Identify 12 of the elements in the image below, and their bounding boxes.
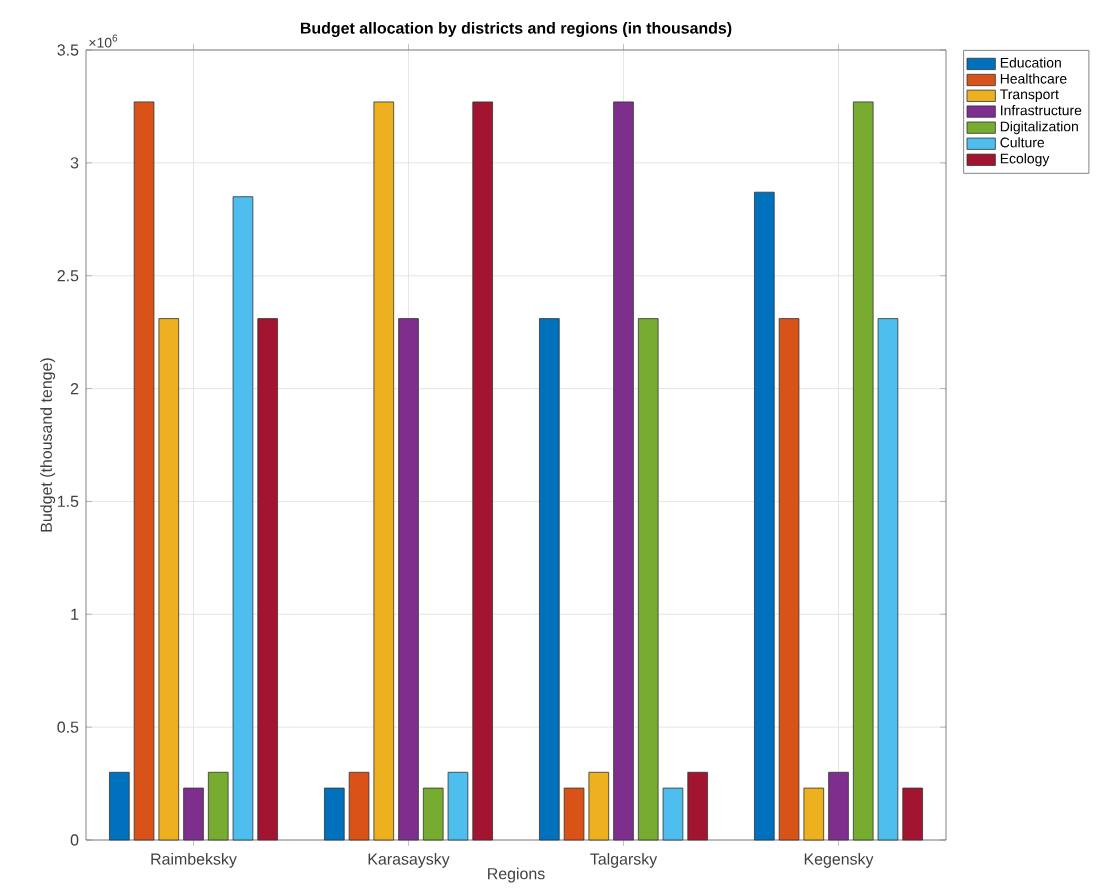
bar	[902, 787, 923, 841]
bar	[613, 101, 634, 841]
bar	[109, 771, 130, 841]
bar	[324, 787, 345, 841]
bar	[257, 318, 278, 841]
bar	[687, 771, 708, 841]
bar	[398, 318, 419, 841]
bar	[828, 771, 849, 841]
bar	[472, 101, 493, 841]
bar	[183, 787, 204, 841]
bar	[754, 191, 775, 841]
bar	[539, 318, 560, 841]
